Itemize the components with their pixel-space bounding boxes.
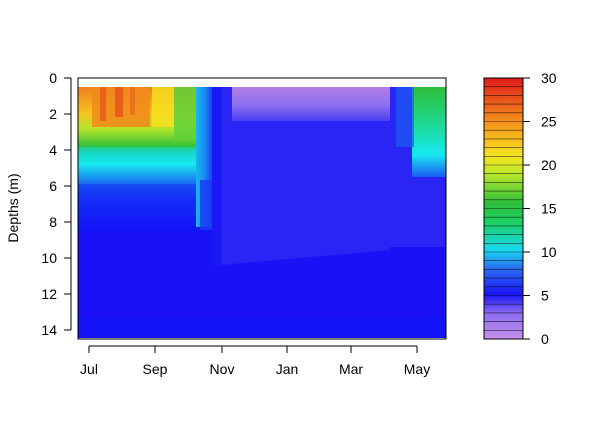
heatmap-area — [78, 87, 446, 338]
plot-top-gap — [78, 78, 446, 87]
heat-hot-streak-3 — [130, 87, 135, 115]
x-tick-label: Jan — [276, 361, 299, 377]
y-axis: 0 2 4 6 8 10 12 14 — [41, 70, 72, 338]
heat-winter-lower-edge — [222, 230, 390, 265]
y-tick-label: 4 — [49, 142, 57, 158]
y-tick-label: 8 — [49, 214, 57, 230]
colorbar-axis: 0 5 10 15 20 25 30 — [522, 70, 557, 347]
heat-summer-mid — [78, 140, 214, 184]
colorbar-tick-label: 5 — [541, 288, 549, 304]
y-tick-label: 6 — [49, 178, 57, 194]
heat-winter-surface — [232, 87, 392, 121]
heat-october-deep — [200, 180, 214, 230]
plot-frame — [77, 77, 447, 340]
y-tick-label: 12 — [41, 286, 57, 302]
y-tick-label: 0 — [49, 70, 57, 86]
colorbar-tick-label: 30 — [541, 70, 557, 86]
colorbar-tick-label: 15 — [541, 201, 557, 217]
colorbar-tick-label: 0 — [541, 331, 549, 347]
x-tick-label: Sep — [143, 361, 168, 377]
heat-hot-streak-1 — [100, 87, 106, 121]
heat-bottom-band — [78, 318, 446, 338]
colorbar-tick-label: 20 — [541, 157, 557, 173]
x-axis: Jul Sep Nov Jan Mar May — [80, 345, 430, 377]
x-tick-label: Nov — [210, 361, 235, 377]
x-tick-label: Mar — [339, 361, 363, 377]
heat-may-shoulder — [396, 87, 414, 147]
colorbar-tick-label: 10 — [541, 244, 557, 260]
colorbar-lines — [484, 86, 523, 331]
heat-november-band — [212, 87, 222, 265]
heat-green-patch — [174, 87, 196, 139]
heat-may-surface — [412, 87, 446, 177]
heat-hot-streak-2 — [115, 87, 123, 117]
y-tick-label: 10 — [41, 250, 57, 266]
x-tick-label: May — [404, 361, 430, 377]
y-tick-label: 2 — [49, 106, 57, 122]
x-tick-label: Jul — [80, 361, 98, 377]
heat-yellow-patch — [152, 87, 174, 127]
colorbar-tick-label: 25 — [541, 114, 557, 130]
y-tick-label: 14 — [41, 322, 57, 338]
y-axis-title: Depths (m) — [5, 173, 21, 242]
